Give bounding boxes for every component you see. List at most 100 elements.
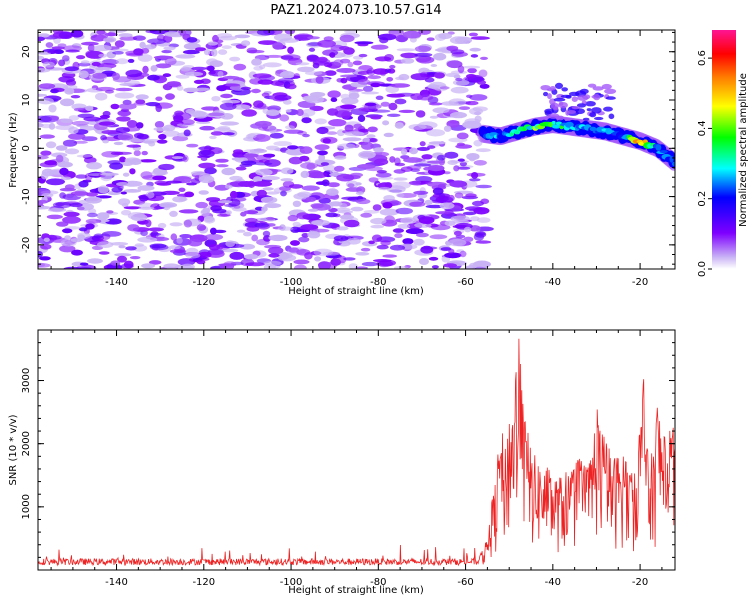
noise-blob — [163, 46, 176, 51]
noise-blob — [341, 111, 351, 120]
noise-blob — [305, 71, 323, 76]
noise-blob — [426, 37, 435, 41]
noise-blob — [293, 33, 314, 41]
noise-blob — [219, 248, 239, 253]
noise-blob — [212, 229, 227, 234]
noise-blob — [384, 68, 392, 73]
signal-branch — [561, 87, 568, 92]
signal-core — [669, 155, 674, 163]
noise-blob — [427, 165, 445, 172]
noise-blob — [211, 48, 218, 57]
noise-blob — [463, 236, 474, 242]
noise-blob — [127, 58, 135, 63]
noise-blob — [313, 248, 333, 257]
noise-blob — [216, 164, 229, 168]
noise-blob — [137, 185, 155, 191]
noise-blob — [165, 180, 182, 184]
noise-blob — [256, 30, 275, 36]
noise-blob — [361, 261, 379, 267]
noise-blob — [119, 36, 138, 41]
noise-blob — [135, 94, 149, 100]
noise-blob — [60, 176, 72, 181]
noise-blob — [195, 201, 208, 209]
noise-blob — [419, 258, 429, 265]
colorbar-tick-label: 0.4 — [697, 120, 708, 136]
noise-blob — [380, 101, 390, 107]
noise-blob — [413, 238, 425, 246]
noise-blob — [175, 54, 196, 59]
noise-blob — [217, 200, 233, 204]
noise-blob — [361, 91, 380, 95]
noise-blob — [308, 47, 316, 52]
noise-blob — [38, 33, 50, 38]
noise-blob — [108, 30, 128, 33]
noise-blob — [343, 257, 356, 261]
noise-blob — [389, 244, 406, 251]
noise-blob — [416, 147, 430, 151]
signal-branch — [571, 96, 578, 102]
noise-blob — [480, 198, 490, 205]
noise-blob — [257, 125, 277, 132]
noise-blob — [84, 157, 97, 164]
x-tick-label: -20 — [632, 277, 648, 288]
noise-blob — [250, 88, 261, 94]
noise-blob — [394, 98, 407, 105]
noise-blob — [172, 112, 192, 121]
noise-blob — [63, 266, 82, 269]
noise-blob — [373, 147, 384, 153]
snr-ylabel: SNR (10 * v/v) — [8, 414, 19, 485]
noise-blob — [301, 117, 312, 124]
noise-blob — [246, 226, 260, 232]
noise-blob — [300, 170, 310, 178]
noise-blob — [50, 115, 60, 121]
noise-blob — [390, 83, 411, 88]
noise-blob — [245, 262, 265, 267]
noise-blob — [113, 141, 124, 146]
noise-blob — [273, 141, 293, 147]
noise-blob — [304, 252, 313, 260]
noise-blob — [448, 248, 455, 254]
noise-blob — [208, 112, 225, 117]
noise-blob — [439, 202, 455, 210]
noise-blob — [196, 224, 207, 231]
noise-blob — [153, 127, 170, 132]
noise-blob — [444, 151, 459, 159]
noise-blob — [50, 89, 59, 94]
y-tick-label: 10 — [21, 94, 32, 107]
noise-blob — [38, 205, 51, 210]
noise-blob — [190, 178, 201, 184]
snr-ticks: -140 -120 -100 -80 -60 -40 -20 1000 2000 3000 — [21, 329, 675, 588]
noise-blob — [110, 103, 120, 110]
noise-blob — [85, 196, 102, 204]
noise-blob — [287, 214, 298, 222]
noise-blob — [285, 109, 292, 113]
x-tick-label: -120 — [192, 277, 215, 288]
noise-blob — [447, 160, 458, 165]
noise-blob — [372, 204, 382, 211]
noise-blob — [176, 237, 183, 244]
noise-blob — [196, 121, 211, 124]
noise-blob — [361, 142, 374, 150]
noise-blob — [225, 210, 232, 215]
noise-blob — [134, 243, 144, 247]
noise-blob — [221, 167, 236, 176]
x-tick-label: -140 — [105, 577, 128, 588]
noise-blob — [223, 261, 237, 267]
noise-blob — [326, 131, 338, 135]
noise-blob — [123, 206, 142, 210]
noise-blob — [457, 166, 471, 170]
noise-blob — [307, 36, 320, 40]
noise-blob — [400, 217, 417, 224]
noise-blob — [79, 262, 89, 266]
spectrogram-plot-area — [38, 30, 675, 269]
x-tick-label: -60 — [457, 277, 473, 288]
noise-blob — [265, 191, 280, 195]
noise-blob — [83, 116, 101, 122]
noise-blob — [405, 228, 424, 235]
noise-blob — [266, 145, 279, 151]
noise-blob — [204, 167, 217, 175]
noise-blob — [450, 86, 469, 94]
noise-blob — [161, 49, 172, 54]
